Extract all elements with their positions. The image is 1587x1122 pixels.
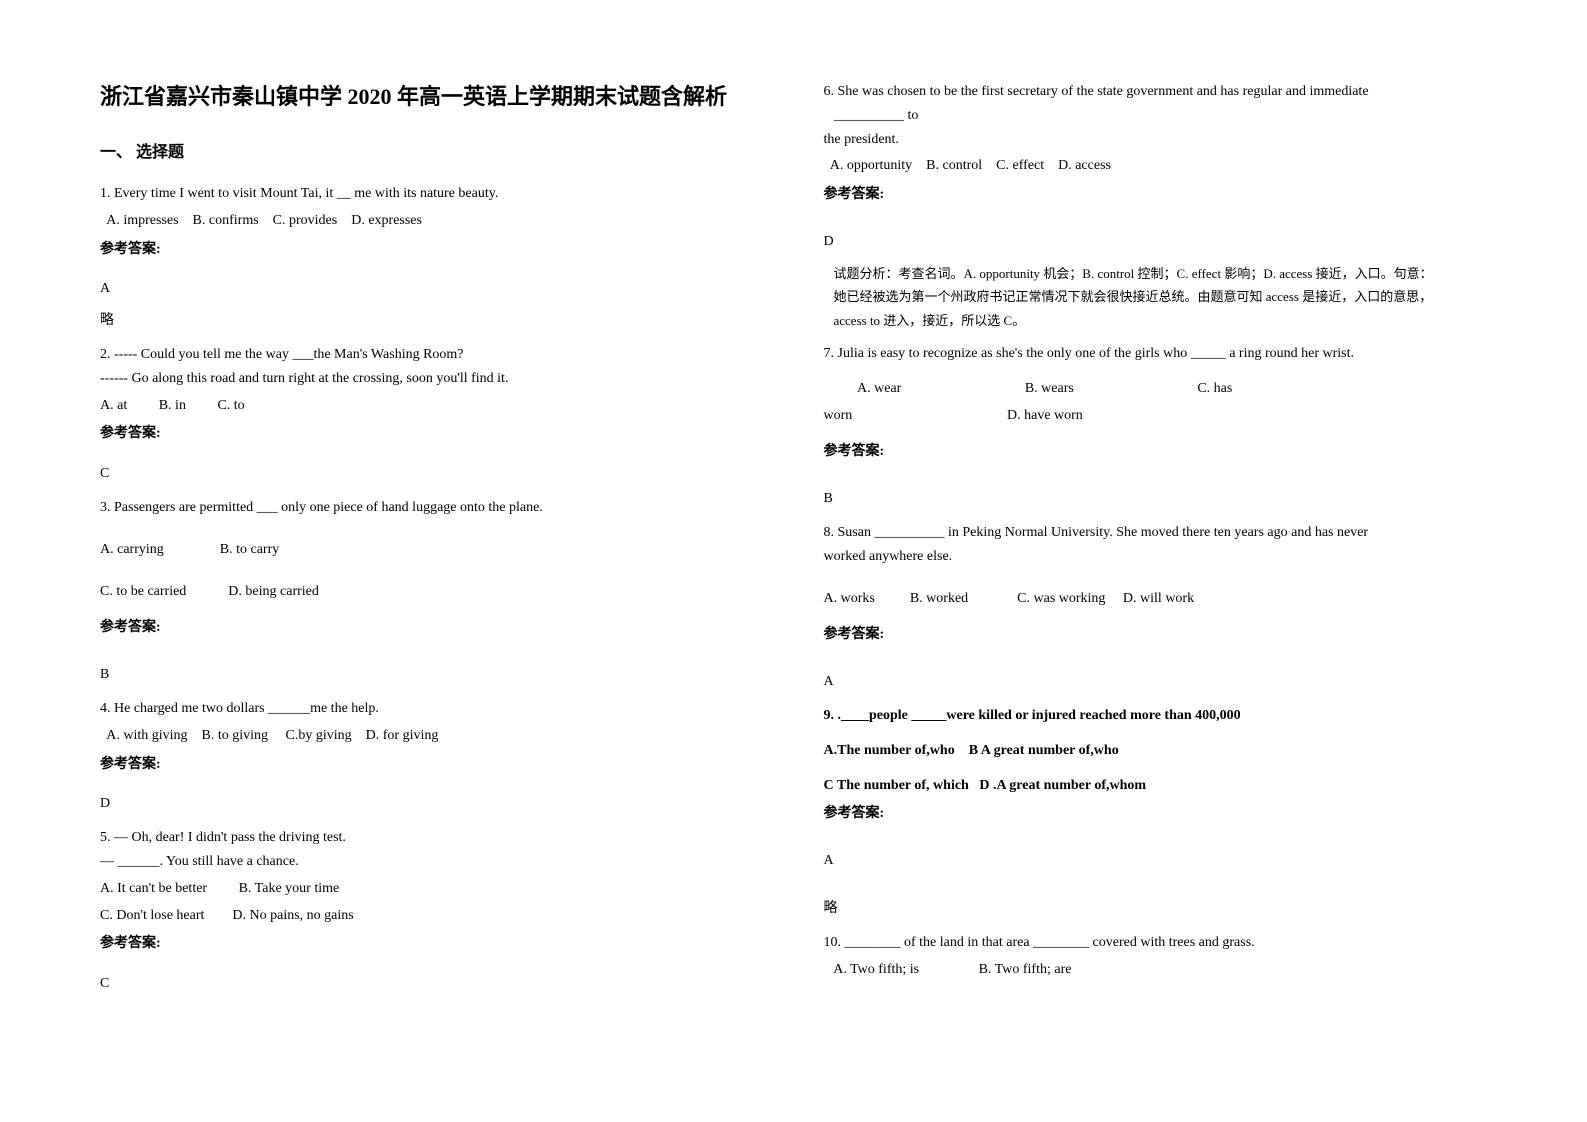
q9-options2: C The number of, which D .A great number…: [824, 774, 1488, 798]
q4-answer-label: 参考答案:: [100, 753, 764, 777]
section-header: 一、 选择题: [100, 138, 764, 162]
q7-opt-c: C. has: [1197, 381, 1232, 396]
q4-text: 4. He charged me two dollars ______me th…: [100, 697, 764, 721]
q1-options: A. impresses B. confirms C. provides D. …: [100, 209, 764, 233]
question-4: 4. He charged me two dollars ______me th…: [100, 697, 764, 816]
q3-options2: C. to be carried D. being carried: [100, 580, 764, 604]
q4-answer: D: [100, 792, 764, 816]
q5-answer: C: [100, 972, 764, 996]
q5-options1: A. It can't be better B. Take your time: [100, 877, 764, 901]
q8-answer: A: [824, 670, 1488, 694]
q6-text3: the president.: [824, 128, 1488, 152]
q1-answer-label: 参考答案:: [100, 238, 764, 262]
question-9: 9. .____people _____were killed or injur…: [824, 704, 1488, 921]
q8-answer-label: 参考答案:: [824, 623, 1488, 647]
q1-note: 略: [100, 309, 764, 333]
q9-note: 略: [824, 897, 1488, 921]
question-6: 6. She was chosen to be the first secret…: [824, 80, 1488, 332]
right-column: 6. She was chosen to be the first secret…: [824, 80, 1488, 1006]
q5-options2: C. Don't lose heart D. No pains, no gain…: [100, 904, 764, 928]
q6-text1: 6. She was chosen to be the first secret…: [824, 80, 1488, 104]
q7-opt-worn: worn: [824, 404, 1004, 428]
q8-options: A. works B. worked C. was working D. wil…: [824, 587, 1488, 611]
q7-answer-label: 参考答案:: [824, 440, 1488, 464]
question-5: 5. — Oh, dear! I didn't pass the driving…: [100, 826, 764, 996]
q8-text2: worked anywhere else.: [824, 545, 1488, 569]
q6-answer-label: 参考答案:: [824, 183, 1488, 207]
question-1: 1. Every time I went to visit Mount Tai,…: [100, 182, 764, 333]
question-2: 2. ----- Could you tell me the way ___th…: [100, 343, 764, 486]
q7-options-row2: worn D. have worn: [824, 404, 1488, 428]
q2-answer: C: [100, 462, 764, 486]
question-7: 7. Julia is easy to recognize as she's t…: [824, 342, 1488, 511]
q3-answer: B: [100, 663, 764, 687]
q7-opt-b: B. wears: [1025, 377, 1074, 401]
q10-text: 10. ________ of the land in that area __…: [824, 931, 1488, 955]
q5-text2: — ______. You still have a chance.: [100, 850, 764, 874]
q6-text2: __________ to: [824, 104, 1488, 128]
q7-text: 7. Julia is easy to recognize as she's t…: [824, 342, 1488, 366]
q7-options-row1: A. wear B. wears C. has: [824, 377, 1488, 401]
q6-answer: D: [824, 230, 1488, 254]
q7-answer: B: [824, 487, 1488, 511]
question-8: 8. Susan __________ in Peking Normal Uni…: [824, 521, 1488, 694]
q1-text: 1. Every time I went to visit Mount Tai,…: [100, 182, 764, 206]
q5-text1: 5. — Oh, dear! I didn't pass the driving…: [100, 826, 764, 850]
q2-text1: 2. ----- Could you tell me the way ___th…: [100, 343, 764, 367]
q2-options: A. at B. in C. to: [100, 394, 764, 418]
q3-options1: A. carrying B. to carry: [100, 538, 764, 562]
q3-answer-label: 参考答案:: [100, 616, 764, 640]
left-column: 浙江省嘉兴市秦山镇中学 2020 年高一英语上学期期末试题含解析 一、 选择题 …: [100, 80, 764, 1006]
q9-answer: A: [824, 849, 1488, 873]
q3-text: 3. Passengers are permitted ___ only one…: [100, 496, 764, 520]
document-title: 浙江省嘉兴市秦山镇中学 2020 年高一英语上学期期末试题含解析: [100, 80, 764, 113]
q6-analysis3: access to 进入，接近，所以选 C。: [834, 309, 1488, 332]
q2-answer-label: 参考答案:: [100, 422, 764, 446]
question-3: 3. Passengers are permitted ___ only one…: [100, 496, 764, 687]
q8-text1: 8. Susan __________ in Peking Normal Uni…: [824, 521, 1488, 545]
q2-text2: ------ Go along this road and turn right…: [100, 367, 764, 391]
q6-analysis1: 试题分析：考查名词。A. opportunity 机会；B. control 控…: [834, 262, 1488, 285]
q7-opt-a: A. wear: [857, 377, 901, 401]
q9-answer-label: 参考答案:: [824, 802, 1488, 826]
q7-opt-d: D. have worn: [1007, 408, 1083, 423]
q9-options1: A.The number of,who B A great number of,…: [824, 739, 1488, 763]
q6-analysis2: 她已经被选为第一个州政府书记正常情况下就会很快接近总统。由题意可知 access…: [834, 285, 1488, 308]
page-container: 浙江省嘉兴市秦山镇中学 2020 年高一英语上学期期末试题含解析 一、 选择题 …: [100, 80, 1487, 1006]
q1-answer: A: [100, 277, 764, 301]
question-10: 10. ________ of the land in that area __…: [824, 931, 1488, 982]
q9-text: 9. .____people _____were killed or injur…: [824, 704, 1488, 728]
q6-options: A. opportunity B. control C. effect D. a…: [824, 154, 1488, 178]
q4-options: A. with giving B. to giving C.by giving …: [100, 724, 764, 748]
q6-analysis: 试题分析：考查名词。A. opportunity 机会；B. control 控…: [824, 262, 1488, 332]
q10-options: A. Two fifth; is B. Two fifth; are: [824, 958, 1488, 982]
q5-answer-label: 参考答案:: [100, 932, 764, 956]
